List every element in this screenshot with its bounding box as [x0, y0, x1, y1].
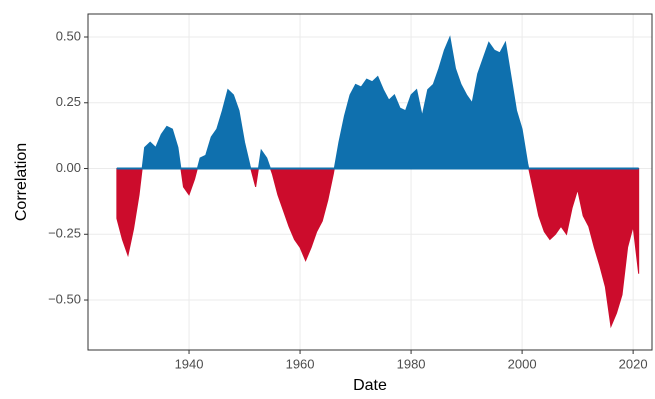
- x-tick-label: 2000: [508, 356, 537, 371]
- y-tick-label: −0.50: [48, 291, 81, 306]
- x-axis-title: Date: [353, 377, 387, 394]
- plot-border: [87, 13, 653, 351]
- x-tick-label: 2020: [619, 356, 648, 371]
- y-tick-label: 0.00: [56, 160, 81, 175]
- y-tick-label: 0.50: [56, 28, 81, 43]
- negative-area: [116, 168, 640, 329]
- y-tick-label: 0.25: [56, 94, 81, 109]
- y-tick-label: −0.25: [48, 226, 81, 241]
- x-tick-label: 1960: [286, 356, 315, 371]
- positive-area: [116, 35, 640, 169]
- x-tick-label: 1980: [397, 356, 426, 371]
- y-axis-title: Correlation: [13, 143, 30, 221]
- x-tick-label: 1940: [175, 356, 204, 371]
